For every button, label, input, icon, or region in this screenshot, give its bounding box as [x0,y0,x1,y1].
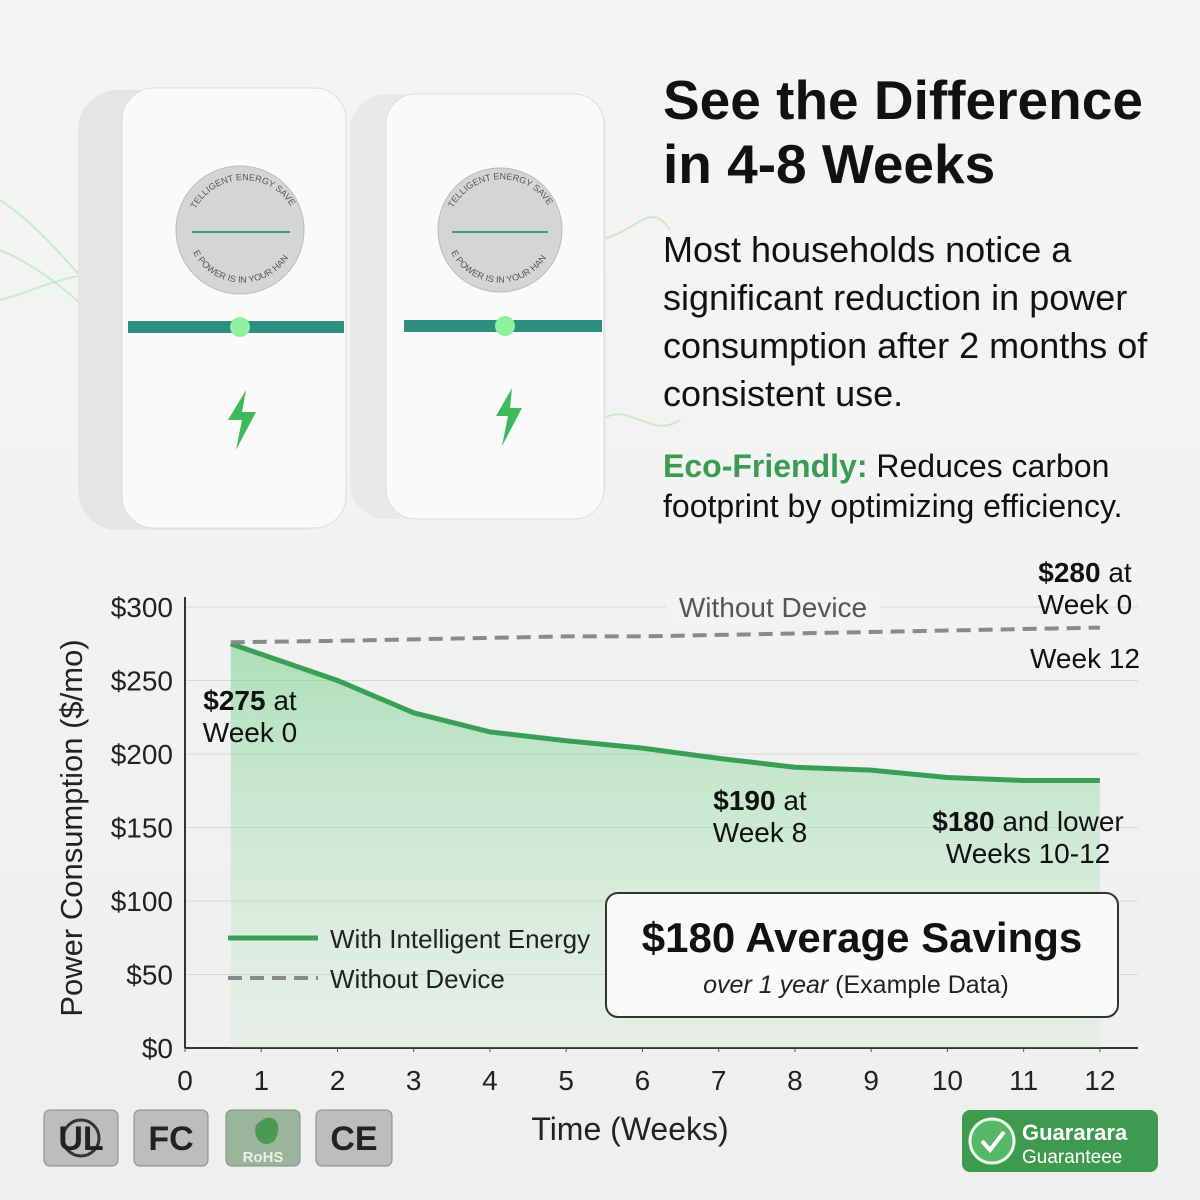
eco-text: Reduces carbon footprint by optimizing e… [663,448,1123,524]
annotation: Week 12 [1030,643,1140,674]
x-tick-label: 3 [406,1065,422,1096]
y-tick-label: $250 [111,666,173,697]
annotation: $180 and lower [932,806,1123,837]
eco-label: Eco-Friendly: [663,448,868,484]
savings-note: (Example Data) [835,971,1009,999]
legend-label: With Intelligent Energy [330,924,590,954]
annotation: $275 at [203,685,297,716]
cert-badge: RoHS [243,1149,284,1166]
annotation: $190 at [713,785,807,816]
device [78,87,347,530]
x-axis-label: Time (Weeks) [531,1111,728,1147]
x-tick-label: 7 [711,1065,727,1096]
series-line [230,625,1100,645]
annotation-text: at [1108,557,1132,588]
annotation-value: $190 [713,785,775,816]
annotation: Weeks 10-12 [946,838,1110,869]
savings-sub: over 1 year (Example Data) [703,971,1009,999]
y-tick-label: $0 [142,1033,173,1064]
y-tick-label: $50 [126,960,173,991]
savings-title: $180 Average Savings [642,914,1083,961]
annotation-text: at [273,685,297,716]
x-tick-label: 4 [482,1065,498,1096]
savings-period: over 1 year [703,971,830,999]
savings-box [605,892,1119,1018]
y-tick-label: $300 [111,592,173,623]
eco-note: Eco-Friendly: Reduces carbon footprint b… [663,446,1183,526]
description: Most households notice a significant red… [663,229,1148,414]
x-tick-label: 6 [635,1065,651,1096]
annotation-value: $280 [1038,557,1100,588]
badges [43,1109,1158,1172]
label-bg [666,588,880,626]
y-tick-label: $100 [111,886,173,917]
x-tick-label: 9 [863,1065,879,1096]
series-label: Without Device [679,592,867,623]
x-tick-label: 0 [177,1065,193,1096]
x-tick-label: 1 [253,1065,269,1096]
legend-label: Without Device [330,964,505,994]
x-tick-label: 12 [1084,1065,1115,1096]
x-tick-label: 10 [932,1065,963,1096]
annotation-text: at [783,785,807,816]
annotation-value: $275 [203,685,265,716]
annotation: $280 at [1038,557,1132,588]
cert-badge: CE [330,1120,377,1158]
guarantee-line1: Guararara [1022,1120,1128,1145]
x-tick-label: 11 [1009,1065,1038,1096]
annotation: Week 0 [203,717,297,748]
guarantee-line2: Guaranteee [1022,1147,1122,1168]
annotation: Week 0 [1038,589,1132,620]
x-tick-label: 2 [330,1065,346,1096]
cert-badge: UL [58,1120,103,1158]
device [350,93,606,520]
x-tick-label: 8 [787,1065,803,1096]
x-tick-label: 5 [558,1065,574,1096]
y-tick-label: $150 [111,813,173,844]
annotation-text: and lower [1002,806,1123,837]
annotation: Week 8 [713,817,807,848]
cert-badge: FC [148,1120,193,1158]
y-axis-label: Power Consumption ($/mo) [54,639,89,1016]
series-line [229,641,1100,783]
headline: See the Difference in 4-8 Weeks [663,69,1143,195]
y-tick-label: $200 [111,739,173,770]
annotation-value: $180 [932,806,994,837]
